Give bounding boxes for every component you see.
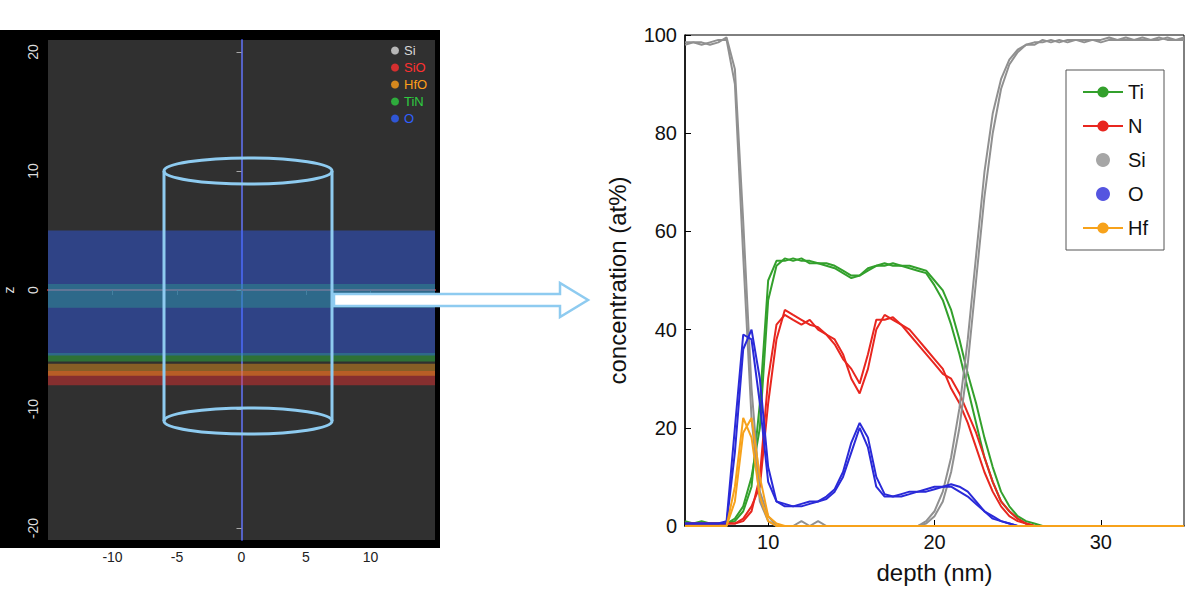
svg-text:-10: -10 — [25, 399, 41, 419]
svg-text:concentration (at%): concentration (at%) — [604, 176, 631, 384]
svg-text:-5: -5 — [171, 549, 184, 565]
svg-text:TiN: TiN — [404, 94, 424, 109]
svg-text:-20: -20 — [25, 518, 41, 538]
svg-text:Hf: Hf — [1128, 217, 1148, 239]
svg-text:5: 5 — [302, 549, 310, 565]
svg-text:100: 100 — [644, 24, 677, 46]
svg-text:Si: Si — [1128, 149, 1146, 171]
svg-text:N: N — [1128, 115, 1142, 137]
svg-text:Ti: Ti — [1128, 81, 1144, 103]
svg-text:O: O — [404, 111, 414, 126]
svg-text:20: 20 — [25, 44, 41, 60]
svg-text:0: 0 — [238, 549, 246, 565]
svg-text:SiO: SiO — [404, 60, 426, 75]
svg-text:60: 60 — [655, 220, 677, 242]
svg-text:20: 20 — [923, 531, 945, 553]
svg-text:depth (nm): depth (nm) — [876, 559, 992, 586]
svg-text:0: 0 — [25, 286, 41, 294]
svg-text:Si: Si — [404, 43, 416, 58]
svg-text:0: 0 — [666, 515, 677, 537]
svg-text:10: 10 — [25, 163, 41, 179]
svg-text:40: 40 — [655, 319, 677, 341]
svg-text:-10: -10 — [102, 549, 122, 565]
svg-text:80: 80 — [655, 122, 677, 144]
svg-text:O: O — [1128, 183, 1144, 205]
svg-text:z: z — [1, 287, 17, 294]
svg-text:10: 10 — [757, 531, 779, 553]
svg-text:10: 10 — [363, 549, 379, 565]
svg-text:HfO: HfO — [404, 77, 427, 92]
svg-text:30: 30 — [1090, 531, 1112, 553]
svg-text:20: 20 — [655, 417, 677, 439]
